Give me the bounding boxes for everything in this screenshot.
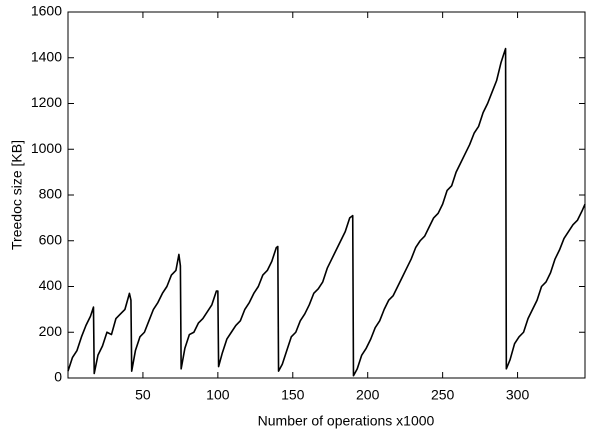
y-axis-label: Treedoc size [KB]	[9, 140, 25, 250]
data-line	[67, 47, 586, 377]
y-tick-label: 1000	[31, 140, 62, 156]
x-tick-label: 50	[135, 387, 151, 403]
x-tick-label: 150	[281, 387, 305, 403]
x-tick-label: 250	[431, 387, 455, 403]
x-axis-label: Number of operations x1000	[258, 413, 435, 429]
x-tick-label: 200	[356, 387, 380, 403]
x-tick-label: 300	[506, 387, 530, 403]
y-tick-label: 200	[39, 323, 63, 339]
y-tick-label: 400	[39, 277, 63, 293]
y-tick-label: 600	[39, 231, 63, 247]
plot-frame	[67, 11, 586, 379]
y-tick-label: 0	[54, 369, 62, 385]
y-tick-label: 1600	[31, 3, 62, 19]
x-tick-label: 100	[206, 387, 230, 403]
y-tick-label: 1200	[31, 94, 62, 110]
y-tick-label: 800	[39, 186, 63, 202]
y-tick-label: 1400	[31, 48, 62, 64]
